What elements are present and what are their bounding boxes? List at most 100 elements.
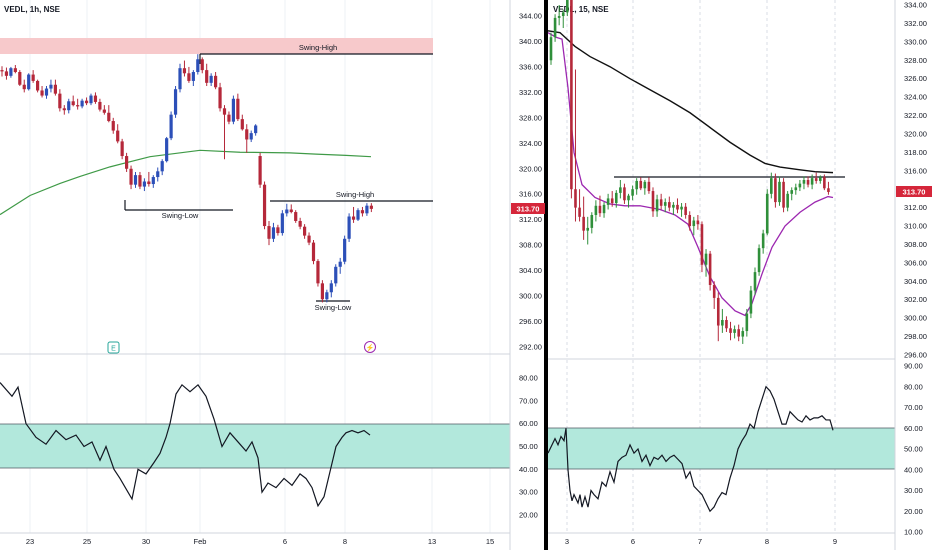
left-rsi-tick: 80.00 — [519, 374, 538, 383]
candle-body — [27, 74, 31, 90]
candle-body — [360, 210, 365, 214]
candle-left — [0, 66, 4, 77]
candle-left — [245, 124, 249, 153]
candle-left — [209, 73, 213, 87]
candle-body — [659, 199, 663, 206]
candle-body — [249, 133, 253, 140]
candle-body — [770, 178, 773, 194]
candle-body — [721, 320, 724, 326]
candle-body — [668, 202, 671, 208]
right-price-tick: 298.00 — [904, 332, 927, 341]
candle-body — [280, 213, 284, 234]
candle-left — [98, 98, 102, 112]
candle-left — [107, 105, 111, 123]
candle-right — [549, 32, 553, 65]
left-time-tick: 30 — [142, 537, 150, 546]
candle-right — [602, 202, 606, 218]
candle-right — [786, 191, 789, 212]
candle-body — [4, 71, 9, 76]
candle-body — [320, 283, 324, 300]
candle-body — [116, 130, 120, 142]
candle-body — [294, 212, 298, 221]
candle-body — [692, 220, 696, 227]
candle-body — [570, 0, 573, 190]
candle-left — [138, 171, 142, 190]
candle-right — [770, 172, 773, 199]
candle-body — [623, 187, 626, 201]
candle-body — [120, 141, 124, 157]
candle-body — [790, 190, 794, 194]
candle-right — [737, 324, 740, 342]
candle-left — [133, 171, 138, 188]
candle-right — [721, 308, 724, 333]
candle-right — [696, 215, 700, 230]
candle-body — [271, 227, 276, 239]
right-rsi-tick: 30.00 — [904, 486, 923, 495]
candle-left — [254, 124, 258, 136]
candle-right — [790, 187, 794, 201]
dividend-icon-glyph: ⚡ — [366, 343, 375, 352]
candle-left — [178, 63, 182, 93]
right-rsi-tick: 10.00 — [904, 528, 923, 537]
candle-left — [80, 98, 84, 109]
right-time-tick: 8 — [765, 537, 769, 546]
candle-right — [725, 316, 728, 332]
candle-body — [191, 72, 195, 81]
left-price-tick: 324.00 — [519, 139, 542, 148]
candle-left — [369, 203, 373, 213]
earnings-event-icon[interactable]: E — [107, 341, 120, 354]
candle-left — [40, 86, 44, 98]
candle-left — [214, 72, 218, 90]
right-time-tick: 3 — [565, 537, 569, 546]
right-rsi-tick: 70.00 — [904, 403, 923, 412]
dividend-event-icon[interactable]: ⚡ — [364, 341, 376, 353]
candle-right — [729, 321, 732, 341]
candle-left — [13, 65, 17, 74]
candle-left — [49, 79, 53, 93]
candle-body — [700, 224, 704, 265]
candle-body — [343, 238, 347, 262]
candle-body — [704, 253, 708, 265]
candle-body — [578, 207, 581, 217]
candle-left — [18, 70, 22, 87]
candle-left — [298, 217, 302, 230]
candle-right — [582, 196, 585, 240]
candle-body — [334, 266, 338, 284]
candle-body — [298, 220, 302, 227]
candle-body — [810, 178, 814, 185]
candle-left — [236, 93, 240, 122]
axes-layer: 344.00340.00336.00332.00328.00324.00320.… — [26, 1, 927, 547]
candle-left — [120, 138, 124, 160]
candle-left — [160, 159, 164, 176]
candle-body — [40, 90, 44, 96]
swing-low-label-1: Swing-Low — [162, 211, 199, 220]
candle-right — [574, 69, 577, 222]
candle-body — [557, 16, 561, 18]
candle-right — [594, 200, 598, 222]
left-price-tick: 320.00 — [519, 164, 542, 173]
candle-body — [218, 87, 222, 109]
candle-left — [169, 111, 173, 141]
right-chart-title: VEDL, 15, NSE — [553, 5, 609, 14]
candle-body — [22, 84, 26, 90]
candle-right — [704, 249, 708, 277]
candle-left — [187, 66, 191, 83]
candle-body — [133, 175, 138, 185]
candle-body — [598, 205, 602, 214]
candle-body — [173, 89, 178, 115]
candle-right — [578, 189, 581, 222]
right-candles-layer — [549, 0, 830, 344]
candle-body — [549, 37, 553, 61]
candle-right — [814, 172, 818, 184]
candle-body — [142, 181, 146, 187]
candle-body — [741, 331, 745, 337]
candle-body — [602, 204, 606, 214]
candle-right — [553, 14, 557, 42]
left-price-tick: 344.00 — [519, 12, 542, 21]
candle-body — [733, 329, 736, 333]
candle-left — [316, 259, 320, 287]
candle-body — [647, 181, 651, 192]
right-time-tick: 6 — [631, 537, 635, 546]
candle-right — [566, 0, 569, 17]
candle-left — [334, 264, 338, 287]
